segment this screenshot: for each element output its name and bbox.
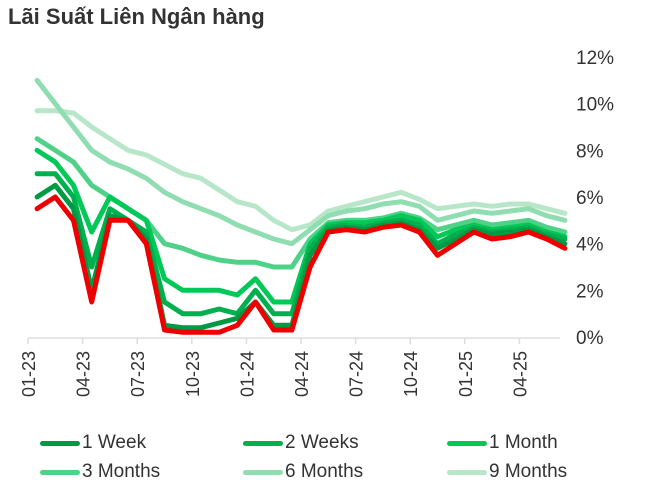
x-tick-label: 01-25 (456, 351, 476, 397)
legend-item: 3 Months (40, 461, 160, 483)
legend-label: 6 Months (285, 461, 364, 482)
y-tick-label: 10% (576, 95, 614, 116)
y-tick-label: 8% (576, 141, 604, 162)
legend-label: 1 Week (82, 432, 147, 453)
legend-label: 2 Weeks (285, 432, 359, 453)
legend-swatch (447, 440, 487, 446)
series-line-unnamed (34, 194, 568, 335)
legend-label: 9 Months (489, 461, 568, 482)
x-tick-label: 10-24 (401, 351, 421, 397)
series-line-6-months (34, 77, 568, 247)
x-tick-label: 07-24 (347, 351, 367, 397)
y-tick-label: 2% (576, 281, 604, 302)
x-tick-label: 10-23 (183, 351, 203, 397)
legend-swatch (447, 469, 487, 475)
legend-item: 2 Weeks (243, 432, 359, 454)
y-tick-label: 0% (576, 328, 604, 349)
y-tick-label: 4% (576, 235, 604, 256)
x-tick-label: 04-25 (510, 351, 530, 397)
x-tick-label: 04-23 (74, 351, 94, 397)
legend-item: 6 Months (243, 461, 363, 483)
x-tick-label: 01-23 (19, 351, 39, 397)
legend-item: 9 Months (447, 461, 567, 483)
legend-swatch (243, 440, 283, 446)
legend-item: 1 Week (40, 432, 146, 454)
legend-swatch (243, 469, 283, 475)
x-tick-label: 04-24 (292, 351, 312, 397)
legend-swatch (40, 469, 80, 475)
legend-item: 1 Month (447, 432, 558, 454)
legend-swatch (40, 440, 80, 446)
legend-label: 3 Months (82, 461, 161, 482)
x-tick-label: 01-24 (237, 351, 257, 397)
chart-title: Lãi Suất Liên Ngân hàng (8, 4, 265, 29)
legend-label: 1 Month (489, 432, 558, 453)
series-line-9-months (34, 108, 568, 233)
x-tick-label: 07-23 (128, 351, 148, 397)
y-tick-label: 6% (576, 188, 604, 209)
y-tick-label: 12% (576, 48, 614, 69)
